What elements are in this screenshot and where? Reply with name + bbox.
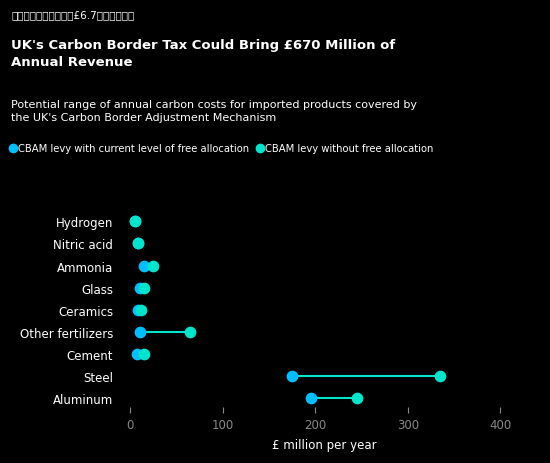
Point xyxy=(133,307,142,314)
Point xyxy=(137,307,146,314)
Point xyxy=(140,350,148,358)
Point xyxy=(133,350,141,358)
Text: Potential range of annual carbon costs for imported products covered by
the UK's: Potential range of annual carbon costs f… xyxy=(11,100,417,122)
Point xyxy=(288,373,296,380)
Legend: CBAM levy with current level of free allocation, CBAM levy without free allocati: CBAM levy with current level of free all… xyxy=(10,144,433,154)
Point xyxy=(135,284,144,292)
Point xyxy=(186,329,195,336)
Point xyxy=(130,218,139,225)
Point xyxy=(149,263,158,270)
Point xyxy=(133,240,142,248)
Point xyxy=(140,284,148,292)
Point xyxy=(130,218,139,225)
Point xyxy=(306,395,315,402)
Point xyxy=(436,373,444,380)
Point xyxy=(135,329,144,336)
Point xyxy=(140,263,148,270)
X-axis label: £ million per year: £ million per year xyxy=(272,438,377,450)
Point xyxy=(353,395,361,402)
Text: UK's Carbon Border Tax Could Bring £670 Million of
Annual Revenue: UK's Carbon Border Tax Could Bring £670 … xyxy=(11,39,395,69)
Point xyxy=(133,240,142,248)
Text: 英国碳边境税将可带来£6.7亿英镑年收入: 英国碳边境税将可带来£6.7亿英镑年收入 xyxy=(11,10,134,20)
